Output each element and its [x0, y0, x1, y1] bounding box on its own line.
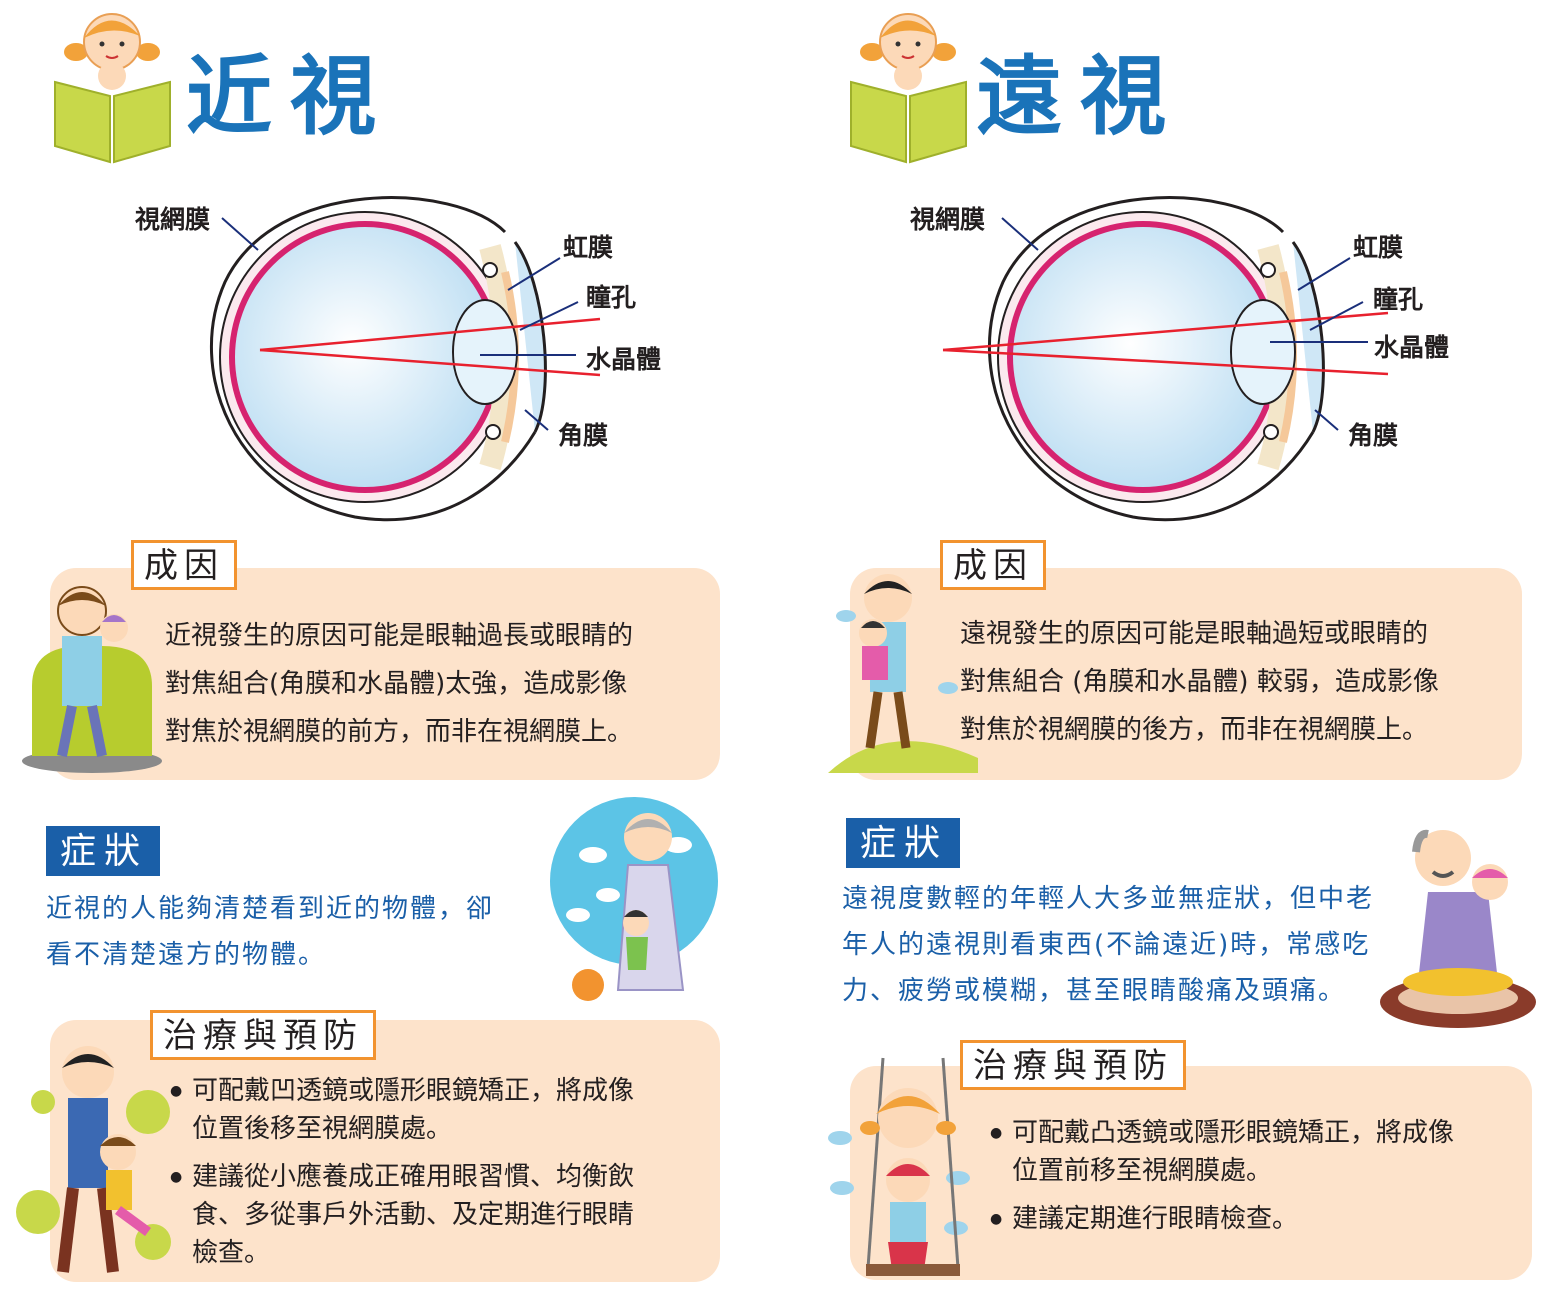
label-cornea: 角膜 [1348, 421, 1399, 450]
label-lens: 水晶體 [1374, 333, 1450, 362]
cause-heading-myopia: 成因 [131, 540, 237, 590]
cause-line: 對焦組合(角膜和水晶體)太強，造成影像 [165, 669, 628, 699]
label-iris: 虹膜 [563, 233, 614, 262]
label-cornea: 角膜 [558, 421, 609, 450]
cause-text-myopia: 近視發生的原因可能是眼軸過長或眼睛的 對焦組合(角膜和水晶體)太強，造成影像 對… [165, 612, 715, 756]
symptoms-heading-myopia: 症狀 [46, 826, 161, 876]
cause-line: 對焦於視網膜的前方，而非在視網膜上。 [165, 717, 634, 747]
label-pointers-myopia [221, 217, 579, 431]
girl-reading-icon [850, 13, 967, 164]
treatment-item: 建議從小應養成正確用眼習慣、均衡飲 食、多從事戶外活動、及定期進行眼睛 檢查。 [170, 1158, 710, 1272]
label-pupil: 瞳孔 [586, 283, 637, 312]
symptom-line: 遠視度數輕的年輕人大多並無症狀，但中老 [842, 884, 1375, 914]
symptom-line: 力、疲勞或模糊，甚至眼睛酸痛及頭痛。 [842, 976, 1347, 1006]
treatment-heading-myopia: 治療與預防 [150, 1010, 376, 1060]
cause-line: 遠視發生的原因可能是眼軸過短或眼睛的 [960, 619, 1429, 649]
grandpa-child-illustration [1380, 829, 1536, 1028]
label-pointers-hyperopia [1001, 217, 1368, 431]
girl-reading-icon [54, 13, 171, 164]
father-child-illustration [22, 586, 162, 773]
treatment-item: 可配戴凸透鏡或隱形眼鏡矯正，將成像 位置前移至視網膜處。 [990, 1114, 1520, 1190]
treatment-list-myopia: 可配戴凹透鏡或隱形眼鏡矯正，將成像 位置後移至視網膜處。 建議從小應養成正確用眼… [170, 1072, 710, 1282]
treatment-item: 可配戴凹透鏡或隱形眼鏡矯正，將成像 位置後移至視網膜處。 [170, 1072, 710, 1148]
cause-line: 對焦於視網膜的後方，而非在視網膜上。 [960, 715, 1429, 745]
myopia-column: 近視 視網膜 虹膜 瞳孔 水晶體 角膜 [0, 0, 781, 1310]
treatment-item: 建議定期進行眼睛檢查。 [990, 1200, 1520, 1238]
eye-diagram-myopia [210, 196, 601, 522]
grandma-child-illustration [550, 797, 718, 1001]
label-lens: 水晶體 [586, 345, 662, 374]
eye-diagram-hyperopia [942, 196, 1389, 522]
page-title-myopia: 近視 [186, 47, 394, 147]
cause-heading-hyperopia: 成因 [940, 540, 1046, 590]
cause-line: 對焦組合 (角膜和水晶體) 較弱，造成影像 [960, 667, 1439, 697]
children-swing-illustration [828, 1057, 970, 1276]
label-retina: 視網膜 [910, 205, 986, 234]
cause-text-hyperopia: 遠視發生的原因可能是眼軸過短或眼睛的 對焦組合 (角膜和水晶體) 較弱，造成影像… [960, 610, 1520, 754]
symptoms-text-myopia: 近視的人能夠清楚看到近的物體，卻 看不清楚遠方的物體。 [46, 886, 556, 978]
cause-line: 近視發生的原因可能是眼軸過長或眼睛的 [165, 621, 634, 651]
cause-panel-myopia [50, 568, 720, 780]
hyperopia-column: 遠視 視網膜 虹膜 瞳孔 水晶體 角膜 [790, 0, 1562, 1310]
label-pupil: 瞳孔 [1373, 285, 1424, 314]
symptoms-text-hyperopia: 遠視度數輕的年輕人大多並無症狀，但中老 年人的遠視則看東西(不論遠近)時，常感吃… [842, 876, 1422, 1014]
symptom-line: 近視的人能夠清楚看到近的物體，卻 [46, 894, 495, 924]
label-iris: 虹膜 [1353, 233, 1404, 262]
treatment-list-hyperopia: 可配戴凸透鏡或隱形眼鏡矯正，將成像 位置前移至視網膜處。 建議定期進行眼睛檢查。 [990, 1114, 1520, 1248]
symptom-line: 看不清楚遠方的物體。 [46, 940, 327, 970]
parent-child-play-illustration [16, 1046, 171, 1273]
cause-panel-hyperopia [850, 568, 1522, 780]
label-retina: 視網膜 [135, 205, 211, 234]
father-child-hill-illustration [828, 574, 978, 773]
treatment-heading-hyperopia: 治療與預防 [960, 1040, 1186, 1090]
symptoms-heading-hyperopia: 症狀 [846, 818, 961, 868]
symptom-line: 年人的遠視則看東西(不論遠近)時，常感吃 [842, 930, 1371, 960]
page-title-hyperopia: 遠視 [976, 47, 1184, 147]
